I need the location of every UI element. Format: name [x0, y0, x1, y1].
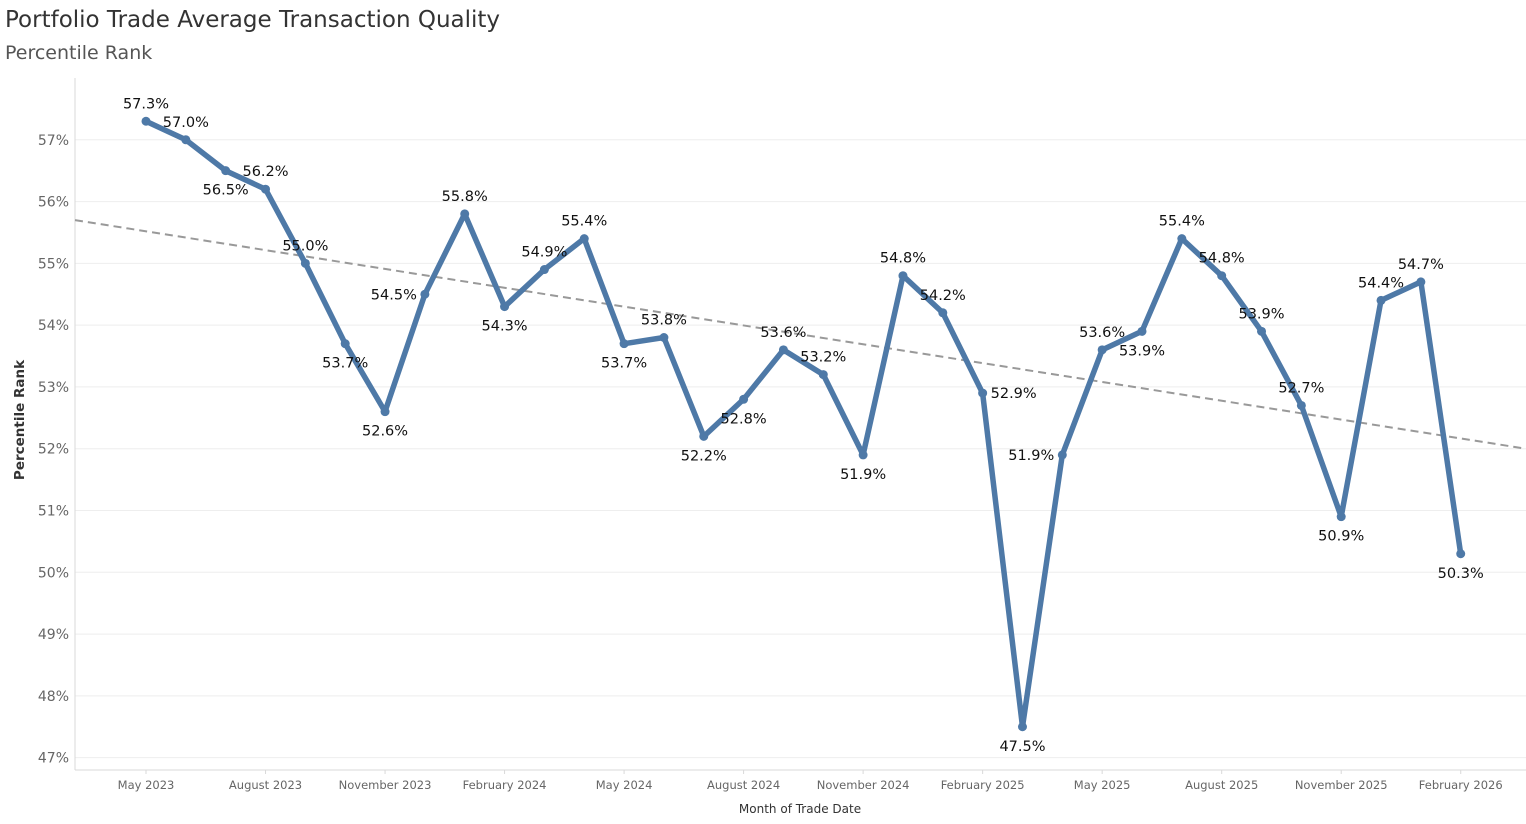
data-point	[1296, 400, 1306, 410]
data-label: 53.6%	[1079, 325, 1125, 341]
data-point	[659, 333, 669, 342]
data-label: 54.5%	[371, 287, 417, 303]
data-label: 54.8%	[880, 251, 926, 267]
data-label: 52.6%	[362, 424, 408, 440]
data-label: 55.0%	[282, 238, 328, 254]
data-label: 55.8%	[442, 189, 488, 205]
data-label: 51.9%	[1008, 448, 1054, 464]
data-label: 54.2%	[920, 288, 966, 304]
data-point	[778, 345, 788, 355]
data-label: 55.4%	[1159, 214, 1205, 230]
data-label: 57.3%	[123, 96, 169, 112]
data-point	[1137, 326, 1147, 336]
x-tick-label: November 2025	[1295, 778, 1388, 792]
chart-subtitle: Percentile Rank	[5, 42, 153, 64]
data-point	[938, 308, 948, 318]
data-point	[1177, 234, 1187, 244]
data-label: 50.9%	[1318, 529, 1364, 545]
y-tick-label: 48%	[38, 689, 69, 705]
data-point	[818, 370, 828, 380]
data-point	[141, 116, 151, 126]
y-tick-label: 56%	[38, 195, 69, 211]
data-label: 53.9%	[1238, 306, 1284, 322]
data-point	[858, 450, 868, 460]
x-tick-label: May 2024	[596, 778, 653, 792]
y-tick-label: 49%	[38, 627, 69, 643]
data-label: 47.5%	[999, 739, 1045, 755]
data-label: 54.7%	[1398, 257, 1444, 273]
data-label: 52.7%	[1278, 380, 1324, 396]
data-point	[619, 339, 629, 349]
trend-line	[74, 219, 1526, 450]
data-label: 54.3%	[482, 319, 528, 335]
y-tick-label: 53%	[38, 380, 69, 396]
data-point	[1456, 549, 1466, 559]
data-point	[978, 388, 988, 398]
data-label: 53.7%	[601, 356, 647, 372]
x-tick-label: May 2023	[118, 778, 175, 792]
data-point	[460, 209, 470, 219]
x-tick-label: February 2026	[1419, 778, 1503, 792]
data-label: 53.8%	[641, 313, 687, 329]
data-label: 52.2%	[681, 448, 727, 464]
y-tick-label: 51%	[38, 504, 69, 520]
data-label: 56.2%	[242, 164, 288, 180]
x-axis-title: Month of Trade Date	[739, 802, 861, 816]
data-label: 53.2%	[800, 350, 846, 366]
y-tick-label: 55%	[38, 256, 69, 272]
data-point	[380, 407, 390, 417]
data-point	[579, 234, 589, 244]
x-tick-label: February 2025	[941, 778, 1025, 792]
data-point	[1336, 512, 1346, 522]
x-tick-label: November 2024	[817, 778, 910, 792]
data-point	[1257, 326, 1267, 336]
data-label: 52.9%	[991, 386, 1037, 402]
y-axis-title: Percentile Rank	[12, 359, 28, 480]
data-label: 50.3%	[1438, 566, 1484, 582]
data-label: 56.5%	[203, 183, 249, 199]
data-point	[539, 265, 549, 275]
data-label: 54.9%	[521, 245, 567, 261]
x-tick-label: February 2024	[463, 778, 547, 792]
data-label: 53.6%	[760, 325, 806, 341]
x-tick-label: August 2024	[707, 778, 780, 792]
data-point	[181, 135, 191, 145]
data-point	[420, 289, 430, 299]
data-label: 54.8%	[1199, 251, 1245, 267]
data-point	[739, 394, 749, 404]
data-label: 57.0%	[163, 115, 209, 131]
data-point	[221, 166, 231, 176]
data-label: 55.4%	[561, 214, 607, 230]
data-point	[1057, 450, 1067, 460]
data-label: 54.4%	[1358, 275, 1404, 291]
y-tick-label: 47%	[38, 751, 69, 767]
data-point	[699, 431, 709, 441]
y-tick-label: 54%	[38, 318, 69, 334]
chart-title: Portfolio Trade Average Transaction Qual…	[5, 7, 501, 33]
data-point	[340, 339, 350, 349]
data-point	[1416, 277, 1426, 287]
data-point	[261, 184, 271, 194]
y-tick-label: 50%	[38, 565, 69, 581]
data-point	[1017, 722, 1027, 732]
data-label: 52.8%	[721, 411, 767, 427]
x-tick-label: August 2025	[1185, 778, 1258, 792]
data-point	[1097, 345, 1107, 355]
series-line	[143, 118, 1464, 730]
x-tick-label: August 2023	[229, 778, 302, 792]
y-tick-label: 52%	[38, 442, 69, 458]
y-tick-label: 57%	[38, 133, 69, 149]
x-tick-label: May 2025	[1074, 778, 1131, 792]
data-point	[898, 271, 908, 281]
data-label: 51.9%	[840, 467, 886, 483]
data-point	[500, 302, 510, 312]
data-label: 53.7%	[322, 356, 368, 372]
x-tick-label: November 2023	[339, 778, 432, 792]
data-point	[1217, 271, 1227, 281]
data-point	[1376, 295, 1386, 305]
data-point	[300, 258, 310, 268]
data-label: 53.9%	[1119, 343, 1165, 359]
